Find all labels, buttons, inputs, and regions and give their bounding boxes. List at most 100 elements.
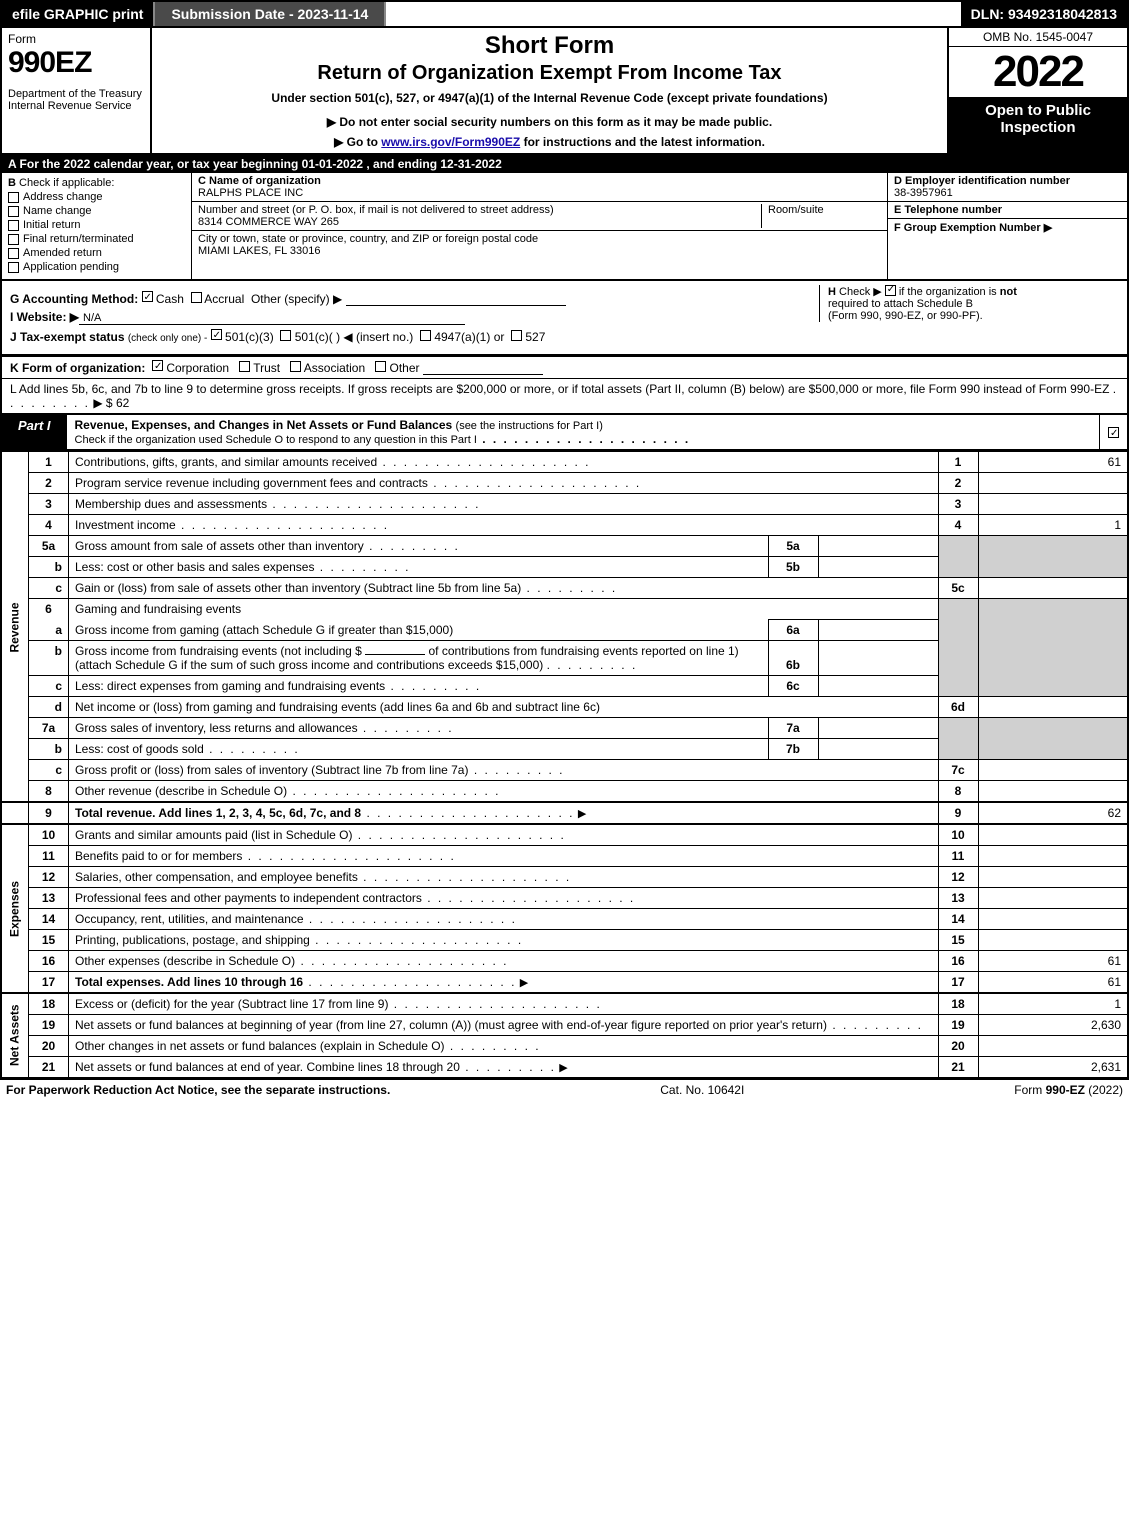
checkbox-527[interactable]: [511, 330, 522, 341]
ln-12-text-span: Salaries, other compensation, and employ…: [75, 870, 358, 884]
checkbox-trust[interactable]: [239, 361, 250, 372]
table-row: d Net income or (loss) from gaming and f…: [1, 697, 1128, 718]
checkbox-application-pending[interactable]: [8, 262, 19, 273]
checkbox-name-change[interactable]: [8, 206, 19, 217]
cb-label-3: Final return/terminated: [23, 233, 134, 245]
i-label: I Website: ▶: [10, 310, 79, 324]
footer: For Paperwork Reduction Act Notice, see …: [0, 1079, 1129, 1100]
part1-check-cell: [1099, 415, 1127, 449]
g-other-blank: [346, 294, 566, 306]
ln-17-text-span: Total expenses. Add lines 10 through 16: [75, 975, 303, 989]
checkbox-final-return[interactable]: [8, 234, 19, 245]
ln-7c-val: [978, 760, 1128, 781]
table-row: 3 Membership dues and assessments 3: [1, 494, 1128, 515]
table-row: c Gain or (loss) from sale of assets oth…: [1, 578, 1128, 599]
ln-3-text: Membership dues and assessments: [69, 494, 939, 515]
checkbox-amended-return[interactable]: [8, 248, 19, 259]
top-bar: efile GRAPHIC print Submission Date - 20…: [0, 0, 1129, 28]
ln-8-val: [978, 781, 1128, 803]
checkbox-501c[interactable]: [280, 330, 291, 341]
ln-12-text: Salaries, other compensation, and employ…: [69, 867, 939, 888]
checkbox-corporation[interactable]: [152, 360, 163, 371]
ln-5a-num: 5a: [29, 536, 69, 557]
ln-13-val: [978, 888, 1128, 909]
arrow-icon: ▶: [559, 1062, 567, 1074]
ln-9-num: 9: [29, 802, 69, 824]
dots-icon: [303, 975, 516, 989]
table-row: 14 Occupancy, rent, utilities, and maint…: [1, 909, 1128, 930]
ln-7b-sb: 7b: [768, 739, 818, 760]
table-row: 21 Net assets or fund balances at end of…: [1, 1057, 1128, 1079]
f-label: F Group Exemption Number ▶: [894, 222, 1052, 234]
ln-9-text-span: Total revenue. Add lines 1, 2, 3, 4, 5c,…: [75, 806, 361, 820]
cb-label-1: Name change: [23, 205, 92, 217]
grey-cell: [978, 599, 1128, 697]
dots-icon: [547, 658, 638, 672]
under-section: Under section 501(c), 527, or 4947(a)(1)…: [162, 91, 937, 105]
checkbox-cash[interactable]: [142, 291, 153, 302]
dots-icon: [364, 539, 460, 553]
ln-17-num: 17: [29, 972, 69, 994]
ln-10-text: Grants and similar amounts paid (list in…: [69, 824, 939, 846]
grey-cell: [978, 536, 1128, 578]
dept-treasury: Department of the Treasury Internal Reve…: [8, 88, 144, 112]
ln-11-text-span: Benefits paid to or for members: [75, 849, 242, 863]
ln-3-box: 3: [938, 494, 978, 515]
ln-14-text: Occupancy, rent, utilities, and maintena…: [69, 909, 939, 930]
checkbox-other-org[interactable]: [375, 361, 386, 372]
ln-10-text-span: Grants and similar amounts paid (list in…: [75, 828, 352, 842]
k-assoc: Association: [304, 361, 365, 375]
table-row: 6 Gaming and fundraising events: [1, 599, 1128, 620]
g-other: Other (specify) ▶: [251, 292, 342, 306]
ln-13-box: 13: [938, 888, 978, 909]
side-blank: [1, 802, 29, 824]
efile-label[interactable]: efile GRAPHIC print: [2, 2, 153, 26]
checkbox-initial-return[interactable]: [8, 220, 19, 231]
ln-13-num: 13: [29, 888, 69, 909]
go-to-post: for instructions and the latest informat…: [520, 135, 765, 149]
ln-10-val: [978, 824, 1128, 846]
col-c: C Name of organization RALPHS PLACE INC …: [192, 173, 887, 279]
g-accrual: Accrual: [204, 292, 244, 306]
j-527: 527: [525, 330, 545, 344]
checkbox-association[interactable]: [290, 361, 301, 372]
checkbox-accrual[interactable]: [191, 292, 202, 303]
ln-17-text: Total expenses. Add lines 10 through 16 …: [69, 972, 939, 994]
short-form-title: Short Form: [162, 32, 937, 60]
ln-11-text: Benefits paid to or for members: [69, 846, 939, 867]
ln-5c-val: [978, 578, 1128, 599]
ln-5a-sv: [818, 536, 938, 557]
ln-6d-val: [978, 697, 1128, 718]
l-text: L Add lines 5b, 6c, and 7b to line 9 to …: [10, 382, 1109, 396]
table-row: 12 Salaries, other compensation, and emp…: [1, 867, 1128, 888]
dots-icon: [358, 870, 571, 884]
ln-6c-text: Less: direct expenses from gaming and fu…: [69, 676, 769, 697]
checkbox-address-change[interactable]: [8, 192, 19, 203]
j-501c3: 501(c)(3): [225, 330, 274, 344]
ln-14-text-span: Occupancy, rent, utilities, and maintena…: [75, 912, 304, 926]
checkbox-501c3[interactable]: [211, 329, 222, 340]
grey-cell: [938, 536, 978, 578]
go-to-link[interactable]: www.irs.gov/Form990EZ: [381, 135, 520, 149]
g-cash: Cash: [156, 292, 184, 306]
ln-6b-sv: [818, 641, 938, 676]
ln-8-text-span: Other revenue (describe in Schedule O): [75, 784, 287, 798]
checkbox-h[interactable]: [885, 285, 896, 296]
table-row: 7a Gross sales of inventory, less return…: [1, 718, 1128, 739]
checkbox-part1-scho[interactable]: [1108, 427, 1119, 438]
form-number: 990EZ: [8, 46, 144, 80]
ln-15-text: Printing, publications, postage, and shi…: [69, 930, 939, 951]
ln-4-box: 4: [938, 515, 978, 536]
ln-6a-text: Gross income from gaming (attach Schedul…: [69, 620, 769, 641]
c-name-label: C Name of organization: [198, 175, 881, 187]
return-title: Return of Organization Exempt From Incom…: [162, 62, 937, 85]
dln-label: DLN: 93492318042813: [961, 2, 1127, 26]
ln-7a-num: 7a: [29, 718, 69, 739]
ln-18-val: 1: [978, 993, 1128, 1015]
website-blank: [105, 313, 465, 325]
dots-icon: [388, 997, 601, 1011]
ln-6a-num: a: [29, 620, 69, 641]
ln-6c-text-span: Less: direct expenses from gaming and fu…: [75, 679, 385, 693]
ln-20-text: Other changes in net assets or fund bala…: [69, 1036, 939, 1057]
checkbox-4947[interactable]: [420, 330, 431, 341]
